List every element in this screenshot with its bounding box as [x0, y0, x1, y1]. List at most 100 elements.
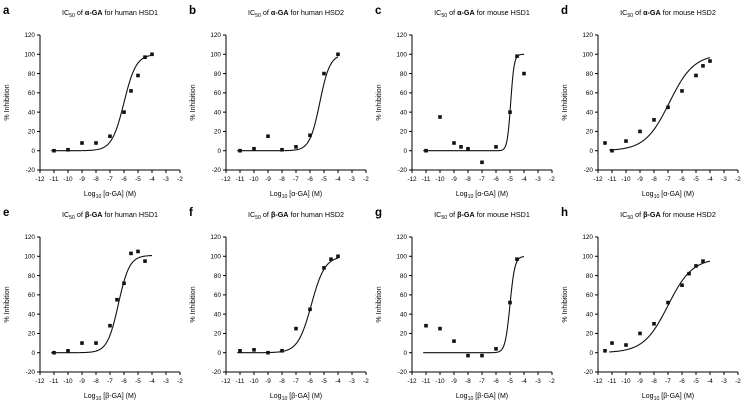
data-point — [94, 141, 98, 145]
svg-text:100: 100 — [24, 51, 35, 58]
svg-text:-9: -9 — [637, 378, 643, 385]
svg-text:-2: -2 — [735, 378, 741, 385]
svg-text:-11: -11 — [422, 378, 431, 385]
svg-text:-7: -7 — [665, 176, 671, 183]
svg-text:80: 80 — [586, 71, 594, 78]
svg-text:-20: -20 — [584, 369, 594, 376]
svg-text:60: 60 — [28, 90, 36, 97]
svg-text:-12: -12 — [593, 176, 603, 183]
panel-letter: g — [375, 207, 382, 219]
data-point — [424, 323, 428, 328]
svg-text:-12: -12 — [221, 378, 231, 385]
svg-text:-20: -20 — [26, 167, 36, 174]
data-point — [336, 52, 340, 57]
axes — [223, 236, 367, 375]
svg-text:0: 0 — [31, 148, 35, 155]
tick-labels: -12 -11 -10 -9 -8 -7 -6 -5 -4 -3 -2 -20 0 20 40 60 80 100… — [582, 32, 741, 183]
panel-letter: e — [3, 207, 9, 219]
svg-text:-5: -5 — [507, 176, 513, 183]
data-point — [652, 321, 656, 326]
svg-text:-10: -10 — [63, 378, 73, 385]
svg-text:-7: -7 — [107, 176, 113, 183]
svg-text:-8: -8 — [651, 176, 657, 183]
fit-curve — [51, 54, 153, 152]
data-point — [694, 73, 698, 78]
tick-labels: -12 -11 -10 -9 -8 -7 -6 -5 -4 -3 -2 -20 0 20 40 60 80 100… — [210, 32, 369, 183]
svg-text:40: 40 — [400, 109, 408, 116]
svg-text:-5: -5 — [321, 378, 327, 385]
y-axis-label: % Inhibition — [4, 84, 11, 120]
data-point — [452, 339, 456, 343]
data-point — [308, 307, 312, 312]
svg-text:-9: -9 — [79, 378, 85, 385]
svg-text:-9: -9 — [79, 176, 85, 183]
data-point — [66, 348, 70, 353]
svg-text:0: 0 — [589, 350, 593, 357]
svg-text:-10: -10 — [435, 176, 445, 183]
svg-text:0: 0 — [31, 350, 35, 357]
panel-title: IC50 of α-GA for mouse HSD1 — [434, 8, 530, 19]
data-point — [322, 266, 326, 270]
svg-text:40: 40 — [214, 109, 222, 116]
svg-text:20: 20 — [400, 129, 408, 136]
data-points — [603, 259, 705, 353]
fit-curve — [423, 53, 525, 152]
svg-text:-4: -4 — [149, 176, 155, 183]
tick-labels: -12 -11 -10 -9 -8 -7 -6 -5 -4 -3 -2 -20 0 20 40 60 80 100… — [396, 32, 555, 183]
svg-text:-2: -2 — [363, 176, 369, 183]
svg-text:40: 40 — [214, 311, 222, 318]
svg-text:-2: -2 — [549, 176, 555, 183]
x-axis-label: Log10 [β-GA] (M) — [456, 393, 508, 402]
data-point — [122, 281, 126, 286]
axes — [409, 236, 553, 375]
svg-text:60: 60 — [214, 90, 222, 97]
panel-e: e IC50 of β-GA for human HSD1 -12 -11 -10 -9-… — [0, 203, 186, 405]
svg-text:-7: -7 — [479, 378, 485, 385]
tick-labels: -12 -11 -10 -9 -8 -7 -6 -5 -4 -3 -2 -20 0 20 40 60 80 100… — [396, 234, 555, 385]
data-point — [603, 141, 607, 145]
svg-text:100: 100 — [582, 51, 593, 58]
panel-c: c IC50 of α-GA for mouse HSD1 -12 -11 -10 -9-… — [372, 1, 558, 203]
svg-text:40: 40 — [586, 311, 594, 318]
data-point — [115, 297, 119, 302]
svg-text:80: 80 — [28, 273, 36, 280]
svg-text:20: 20 — [586, 129, 594, 136]
panel-title: IC50 of α-GA for human HSD1 — [62, 8, 158, 19]
x-axis-label: Log10 [β-GA] (M) — [84, 393, 136, 402]
data-point — [280, 147, 284, 152]
data-points — [424, 257, 519, 358]
data-point — [522, 71, 526, 76]
svg-text:-7: -7 — [107, 378, 113, 385]
svg-text:0: 0 — [217, 350, 221, 357]
svg-text:120: 120 — [24, 234, 35, 241]
svg-text:-9: -9 — [451, 378, 457, 385]
svg-text:-4: -4 — [521, 176, 527, 183]
axes — [37, 34, 181, 173]
fit-curve — [609, 260, 711, 353]
data-point — [122, 110, 126, 114]
data-point — [252, 146, 256, 151]
data-points — [52, 249, 147, 355]
data-point — [666, 300, 670, 305]
svg-text:100: 100 — [210, 253, 221, 260]
y-axis-label: % Inhibition — [376, 84, 383, 120]
svg-text:0: 0 — [217, 148, 221, 155]
svg-text:120: 120 — [582, 234, 593, 241]
panel-g: g IC50 of β-GA for mouse HSD1 -12 -11 -10 -9-… — [372, 203, 558, 405]
data-point — [80, 341, 84, 345]
svg-text:-3: -3 — [535, 176, 541, 183]
svg-text:-11: -11 — [236, 176, 245, 183]
data-point — [329, 257, 333, 261]
svg-text:-5: -5 — [135, 176, 141, 183]
data-point — [108, 323, 112, 328]
data-points — [424, 54, 526, 165]
data-point — [480, 160, 484, 165]
svg-text:-9: -9 — [265, 176, 271, 183]
data-point — [638, 129, 642, 134]
svg-text:20: 20 — [28, 331, 36, 338]
svg-text:-8: -8 — [465, 176, 471, 183]
svg-text:-4: -4 — [335, 378, 341, 385]
x-axis-label: Log10 [α-GA] (M) — [456, 191, 508, 200]
data-point — [322, 71, 326, 76]
data-point — [610, 341, 614, 345]
